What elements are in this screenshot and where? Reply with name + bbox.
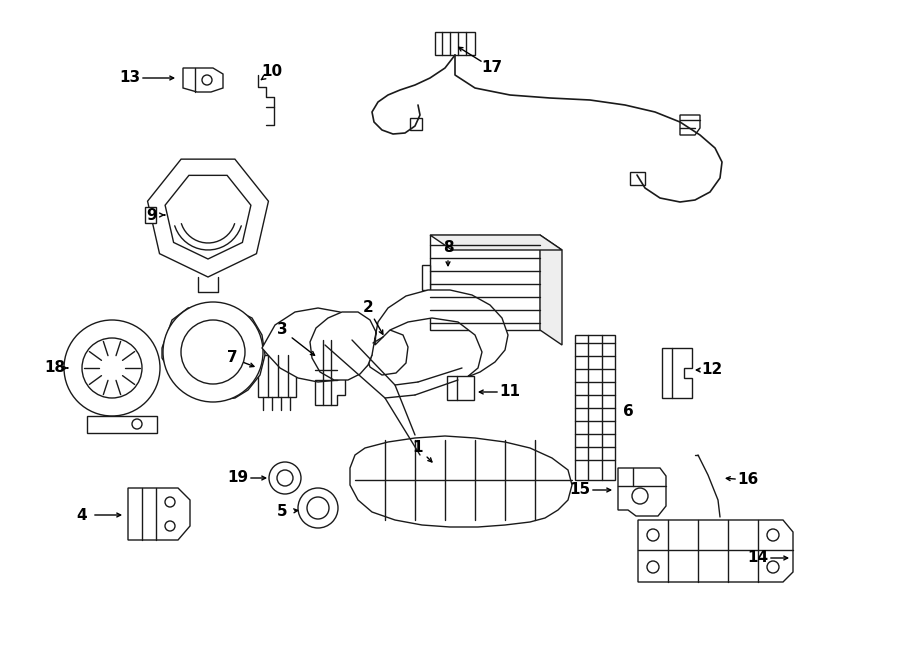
Text: 15: 15 bbox=[570, 483, 590, 498]
Circle shape bbox=[163, 302, 263, 402]
Text: 1: 1 bbox=[413, 440, 423, 455]
Polygon shape bbox=[540, 235, 562, 345]
Text: 9: 9 bbox=[147, 208, 158, 223]
Polygon shape bbox=[638, 520, 793, 582]
Text: 19: 19 bbox=[228, 471, 248, 485]
Polygon shape bbox=[422, 265, 430, 290]
Text: 17: 17 bbox=[482, 61, 502, 75]
Text: 6: 6 bbox=[623, 405, 634, 420]
Polygon shape bbox=[575, 335, 615, 480]
Text: 2: 2 bbox=[363, 301, 374, 315]
Polygon shape bbox=[148, 159, 268, 277]
Circle shape bbox=[647, 529, 659, 541]
Polygon shape bbox=[618, 468, 666, 516]
Circle shape bbox=[277, 470, 293, 486]
Polygon shape bbox=[262, 308, 372, 382]
Circle shape bbox=[767, 529, 779, 541]
Text: 7: 7 bbox=[227, 350, 238, 366]
Circle shape bbox=[64, 320, 160, 416]
Polygon shape bbox=[87, 416, 157, 433]
Polygon shape bbox=[447, 376, 474, 400]
Polygon shape bbox=[410, 118, 422, 130]
Text: 5: 5 bbox=[276, 504, 287, 520]
Polygon shape bbox=[350, 436, 572, 527]
Text: 18: 18 bbox=[44, 360, 66, 375]
Text: 14: 14 bbox=[747, 551, 769, 566]
Polygon shape bbox=[145, 207, 156, 223]
Polygon shape bbox=[162, 305, 265, 400]
Polygon shape bbox=[366, 330, 408, 375]
Polygon shape bbox=[435, 32, 475, 55]
Polygon shape bbox=[128, 488, 190, 540]
Polygon shape bbox=[310, 290, 508, 384]
Circle shape bbox=[307, 497, 329, 519]
Text: 12: 12 bbox=[701, 362, 723, 377]
Circle shape bbox=[165, 521, 175, 531]
Text: 13: 13 bbox=[120, 71, 140, 85]
Circle shape bbox=[181, 320, 245, 384]
Circle shape bbox=[767, 561, 779, 573]
Polygon shape bbox=[430, 235, 540, 330]
Polygon shape bbox=[183, 68, 223, 92]
Circle shape bbox=[647, 561, 659, 573]
Text: 10: 10 bbox=[261, 65, 283, 79]
Circle shape bbox=[82, 338, 142, 398]
Polygon shape bbox=[430, 235, 562, 250]
Circle shape bbox=[165, 497, 175, 507]
Polygon shape bbox=[165, 175, 251, 259]
Circle shape bbox=[202, 75, 212, 85]
Polygon shape bbox=[315, 340, 345, 405]
Text: 11: 11 bbox=[500, 385, 520, 399]
Text: 3: 3 bbox=[276, 323, 287, 338]
Polygon shape bbox=[630, 172, 645, 185]
Circle shape bbox=[298, 488, 338, 528]
Circle shape bbox=[632, 488, 648, 504]
Circle shape bbox=[269, 462, 301, 494]
Circle shape bbox=[132, 419, 142, 429]
Text: 8: 8 bbox=[443, 241, 454, 256]
Polygon shape bbox=[258, 355, 296, 397]
Text: 4: 4 bbox=[76, 508, 87, 522]
Polygon shape bbox=[662, 348, 692, 398]
Text: 16: 16 bbox=[737, 473, 759, 488]
Polygon shape bbox=[680, 115, 700, 135]
